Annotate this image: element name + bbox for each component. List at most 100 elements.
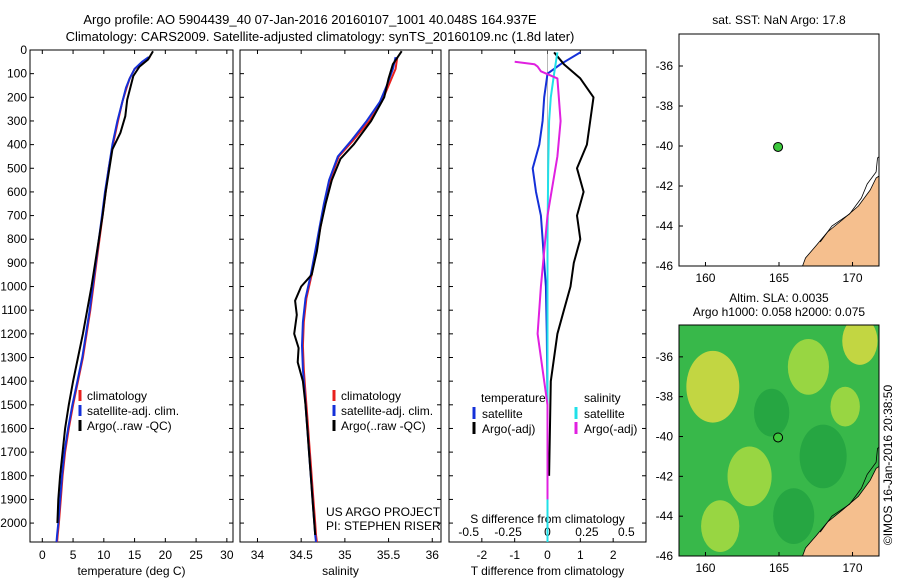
- annotation-project: US ARGO PROJECT: [326, 505, 441, 519]
- y-tick-label: 1600: [0, 421, 27, 435]
- y-tick-label: 1000: [0, 280, 27, 294]
- y-tick-label: 1500: [0, 398, 27, 412]
- y-tick-label: 1700: [0, 445, 27, 459]
- x-tick-label: 165: [769, 271, 789, 285]
- y-tick-label: -42: [656, 179, 674, 193]
- y-tick-label: 1100: [1, 303, 27, 317]
- y-tick-label: 1300: [0, 351, 27, 365]
- argo-float-marker: [773, 141, 784, 152]
- s-tick-label: -0.25: [494, 525, 522, 539]
- s-tick-label: 0.5: [618, 525, 635, 539]
- x-tick-label: 35.5: [377, 548, 401, 562]
- sla-anomaly: [727, 446, 772, 507]
- header-line1: Argo profile: AO 5904439_40 07-Jan-2016 …: [83, 12, 537, 27]
- y-tick-label: -36: [656, 350, 674, 364]
- series-line-argo-raw-qc-: [293, 50, 403, 535]
- x-tick-label: 170: [843, 271, 863, 285]
- x-tick-label: 170: [843, 561, 863, 575]
- y-tick-label: -40: [656, 430, 674, 444]
- y-tick-label: 200: [7, 90, 27, 104]
- sla-title-2: Argo h1000: 0.058 h2000: 0.075: [693, 305, 865, 319]
- x-tick-label: 165: [769, 561, 789, 575]
- legend-label: climatology: [87, 389, 147, 403]
- sla-anomaly: [842, 325, 878, 365]
- imos-timestamp: ©IMOS 16-Jan-2016 20:38:50: [881, 385, 895, 546]
- y-tick-label: -46: [656, 259, 674, 273]
- annotation-pi: PI: STEPHEN RISER: [326, 519, 441, 533]
- legend-label: satellite-adj. clim.: [87, 404, 179, 418]
- x-axis-label: T difference from climatology: [471, 564, 625, 578]
- difference-panel: -2 -1 0 1 2 T difference from climatology -0.5…: [448, 49, 647, 578]
- x-tick-label: 15: [128, 548, 142, 562]
- y-tick-label: 900: [7, 256, 27, 270]
- y-tick-label: -36: [656, 59, 674, 73]
- series-line-s-argo: [514, 60, 562, 500]
- x-axis-label: temperature (deg C): [77, 564, 185, 578]
- y-tick-label: -40: [656, 139, 674, 153]
- y-tick-label: 100: [7, 67, 27, 81]
- y-tick-label: -44: [656, 509, 674, 523]
- sla-anomaly: [754, 388, 790, 437]
- legend-label: climatology: [341, 389, 401, 403]
- sla-anomaly: [799, 424, 847, 489]
- sla-anomaly: [787, 338, 829, 395]
- map-content: [802, 156, 879, 266]
- legend-label: Argo(..raw -QC): [87, 419, 172, 433]
- y-tick-label: 1900: [0, 492, 27, 506]
- x-tick-label: 5: [70, 548, 77, 562]
- series-line-satellite-adj-clim-: [301, 56, 397, 543]
- legend-title-salinity: salinity: [584, 391, 621, 405]
- x-tick-label: 2: [610, 548, 617, 562]
- x-tick-label: 36: [426, 548, 440, 562]
- y-tick-label: 1400: [0, 374, 27, 388]
- sla-title-1: Altim. SLA: 0.0035: [729, 291, 829, 305]
- y-tick-label: 1800: [0, 469, 27, 483]
- argo-float-marker: [773, 432, 784, 443]
- y-tick-label: 2000: [0, 516, 27, 530]
- s-tick-label: -0.5: [458, 525, 479, 539]
- series-line-climatology: [301, 56, 399, 543]
- x-tick-label: -2: [476, 548, 487, 562]
- x-axis-label: salinity: [322, 564, 359, 578]
- x-tick-label: 34.5: [289, 548, 313, 562]
- y-tick-label: 1200: [0, 327, 27, 341]
- x-tick-label: -1: [509, 548, 520, 562]
- sst-map-panel: 160 165 170 -36 -38 -40 -42 -44 -46 sat. SST: NaN…: [656, 13, 880, 285]
- y-tick-label: 300: [7, 114, 27, 128]
- y-tick-label: 600: [7, 185, 27, 199]
- series-line-satellite-adj-clim-: [55, 56, 150, 543]
- series-line-t-satellite: [531, 51, 581, 542]
- sla-anomaly: [830, 386, 860, 427]
- plot-frame: [29, 49, 234, 543]
- bathymetry-contour: [819, 446, 879, 533]
- x-tick-label: 0: [544, 548, 551, 562]
- sla-anomaly: [773, 488, 815, 545]
- x-tick-label: 20: [159, 548, 173, 562]
- series-line-argo-raw-qc-: [56, 50, 154, 524]
- x-tick-label: 30: [220, 548, 234, 562]
- y-tick-label: -38: [656, 390, 674, 404]
- land-new-zealand: [802, 175, 879, 266]
- x-tick-label: 160: [695, 271, 715, 285]
- legend-label: Argo(..raw -QC): [341, 419, 426, 433]
- legend-label: Argo(-adj): [584, 422, 637, 436]
- y-tick-label: 0: [20, 43, 27, 57]
- x-tick-label: 25: [189, 548, 203, 562]
- x-tick-label: 10: [97, 548, 111, 562]
- legend-label: satellite: [482, 407, 523, 421]
- series-line-t-argo: [548, 51, 595, 476]
- x-tick-label: 0: [39, 548, 46, 562]
- y-tick-label: 500: [7, 161, 27, 175]
- x-tick-label: 34: [251, 548, 265, 562]
- series-line-climatology: [56, 56, 151, 543]
- x-tick-label: 35: [338, 548, 352, 562]
- y-tick-label: 700: [7, 209, 27, 223]
- header-line2: Climatology: CARS2009. Satellite-adjuste…: [66, 29, 575, 44]
- legend-title-temperature: temperature: [481, 391, 546, 405]
- x-tick-label: 1: [577, 548, 584, 562]
- y-tick-label: 800: [7, 232, 27, 246]
- sst-title: sat. SST: NaN Argo: 17.8: [712, 13, 846, 27]
- legend-label: Argo(-adj): [482, 422, 535, 436]
- temperature-panel: 0100200300400500600700800900100011001200…: [0, 43, 234, 578]
